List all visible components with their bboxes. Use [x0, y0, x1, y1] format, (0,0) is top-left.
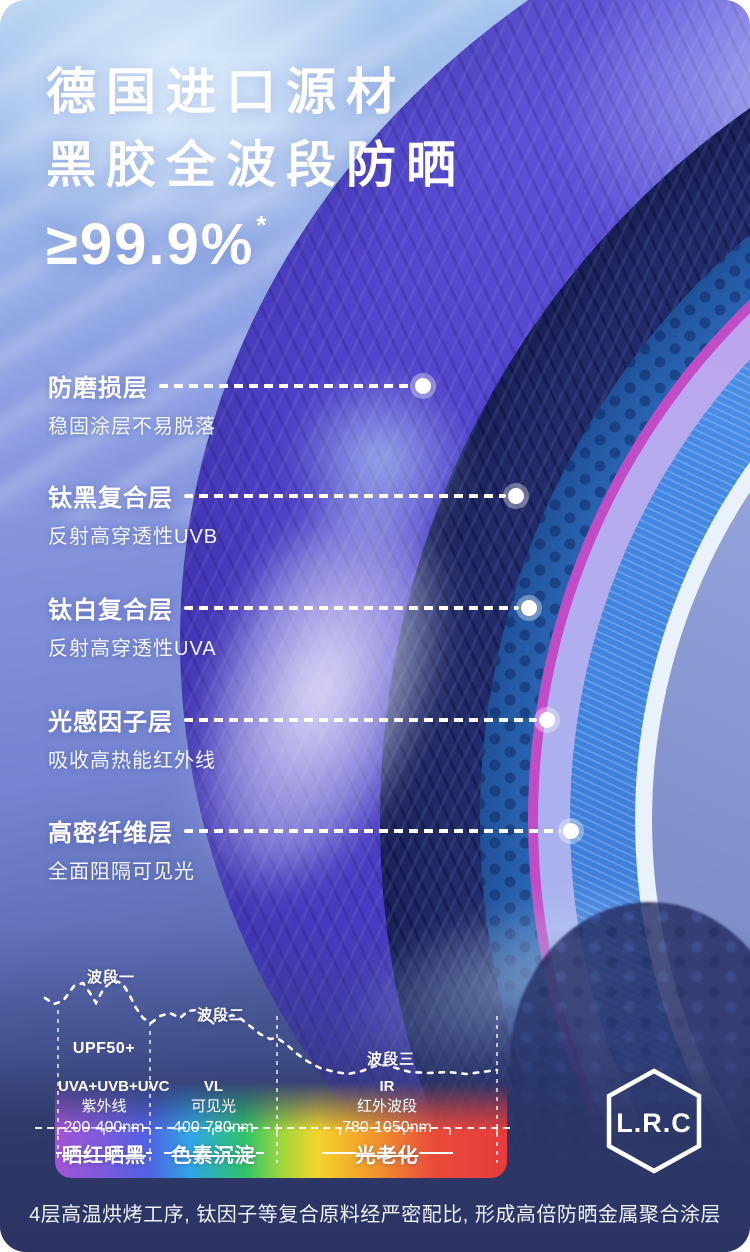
callout-dot: [415, 377, 431, 394]
headline: 德国进口源材 黑胶全波段防晒 ≥99.9%*: [46, 56, 466, 278]
upf-rating: UPF50+: [72, 1040, 136, 1057]
callout-dashed-line: [184, 605, 519, 610]
footnote-asterisk: *: [256, 210, 269, 240]
callout-light-factor-layer: 光感因子层 吸收高热能红外线: [48, 702, 555, 773]
layer-name: 钛黑复合层: [48, 485, 173, 512]
vl-wavelength: 400-780nm: [173, 1118, 254, 1136]
callout-antiwear-layer: 防磨损层 稳固涂层不易脱落: [48, 368, 431, 439]
callout-dashed-line: [159, 383, 413, 388]
band-label-2: 波段二: [197, 1007, 246, 1024]
uv-wavelength: 200-400nm: [63, 1118, 145, 1136]
vl-name: 可见光: [190, 1097, 236, 1115]
process-caption: 4层高温烘烤工序, 钛因子等复合原料经严密配比, 形成高倍防晒金属聚合涂层: [29, 1204, 721, 1226]
strike-line: [255, 1152, 264, 1154]
effect-pigmentation: 色素沉淀: [150, 1140, 277, 1167]
headline-line2: 黑胶全波段防晒: [46, 137, 466, 193]
uv-group: UVA+UVB+UVC: [58, 1078, 170, 1095]
strike-line: [321, 1152, 356, 1154]
layer-desc: 稳固涂层不易脱落: [48, 416, 216, 438]
callout-dot: [563, 822, 579, 839]
ir-name: 红外波段: [356, 1097, 417, 1115]
hexagon-logo-icon: L.R.C: [606, 1068, 702, 1174]
layer-desc: 反射高穿透性UVB: [48, 526, 219, 548]
callout-dot: [539, 711, 555, 728]
uv-name: 紫外线: [81, 1097, 127, 1115]
layer-desc: 吸收高热能红外线: [48, 750, 216, 772]
layer-name: 钛白复合层: [48, 597, 173, 624]
ir-wavelength: 780-1050nm: [342, 1118, 432, 1136]
layer-desc: 反射高穿透性UVA: [48, 638, 217, 660]
callout-dashed-line: [184, 828, 561, 833]
vl-group: VL: [203, 1078, 224, 1095]
strike-line: [163, 1152, 172, 1154]
callout-titanium-white-layer: 钛白复合层 反射高穿透性UVA: [48, 590, 537, 661]
ir-group: IR: [379, 1078, 395, 1095]
layer-name: 防磨损层: [48, 375, 148, 402]
spectrum-chart: 波段一 波段二 波段三 UPF50+ UVA+UVB+UVC 紫外线 200-4…: [0, 940, 560, 1200]
percentage-value: ≥99.9%: [46, 212, 255, 277]
band-label-3: 波段三: [367, 1051, 416, 1068]
band-label-1: 波段一: [87, 969, 136, 986]
callout-dot: [521, 599, 537, 616]
spectrum-column-ir: IR 红外波段 780-1050nm: [277, 1078, 497, 1138]
headline-line1: 德国进口源材: [46, 64, 406, 120]
callout-dashed-line: [184, 493, 506, 498]
headline-percentage: ≥99.9%*: [46, 210, 466, 278]
callout-titanium-black-layer: 钛黑复合层 反射高穿透性UVB: [48, 478, 524, 549]
strike-line: [418, 1152, 453, 1154]
effect-label: 色素沉淀: [171, 1144, 256, 1167]
brand-logo: L.R.C: [602, 1066, 706, 1178]
effect-sunburn: 晒红晒黑: [56, 1140, 152, 1167]
layer-desc: 全面阻隔可见光: [48, 861, 195, 883]
effect-label: 光老化: [355, 1144, 419, 1167]
layer-name: 光感因子层: [48, 709, 173, 736]
spectrum-column-uv: UVA+UVB+UVC 紫外线 200-400nm: [58, 1078, 170, 1138]
callout-dashed-line: [184, 717, 537, 722]
brand-logo-text: L.R.C: [616, 1108, 692, 1138]
effect-photoaging: 光老化: [277, 1140, 497, 1167]
layer-name: 高密纤维层: [48, 820, 173, 847]
effect-label: 晒红晒黑: [62, 1144, 146, 1167]
spectrum-column-vl: VL 可见光 400-780nm: [150, 1078, 277, 1138]
callout-high-density-fiber-layer: 高密纤维层 全面阻隔可见光: [48, 813, 579, 884]
callout-dot: [508, 487, 524, 504]
intensity-dashed-curve: [43, 978, 499, 1076]
